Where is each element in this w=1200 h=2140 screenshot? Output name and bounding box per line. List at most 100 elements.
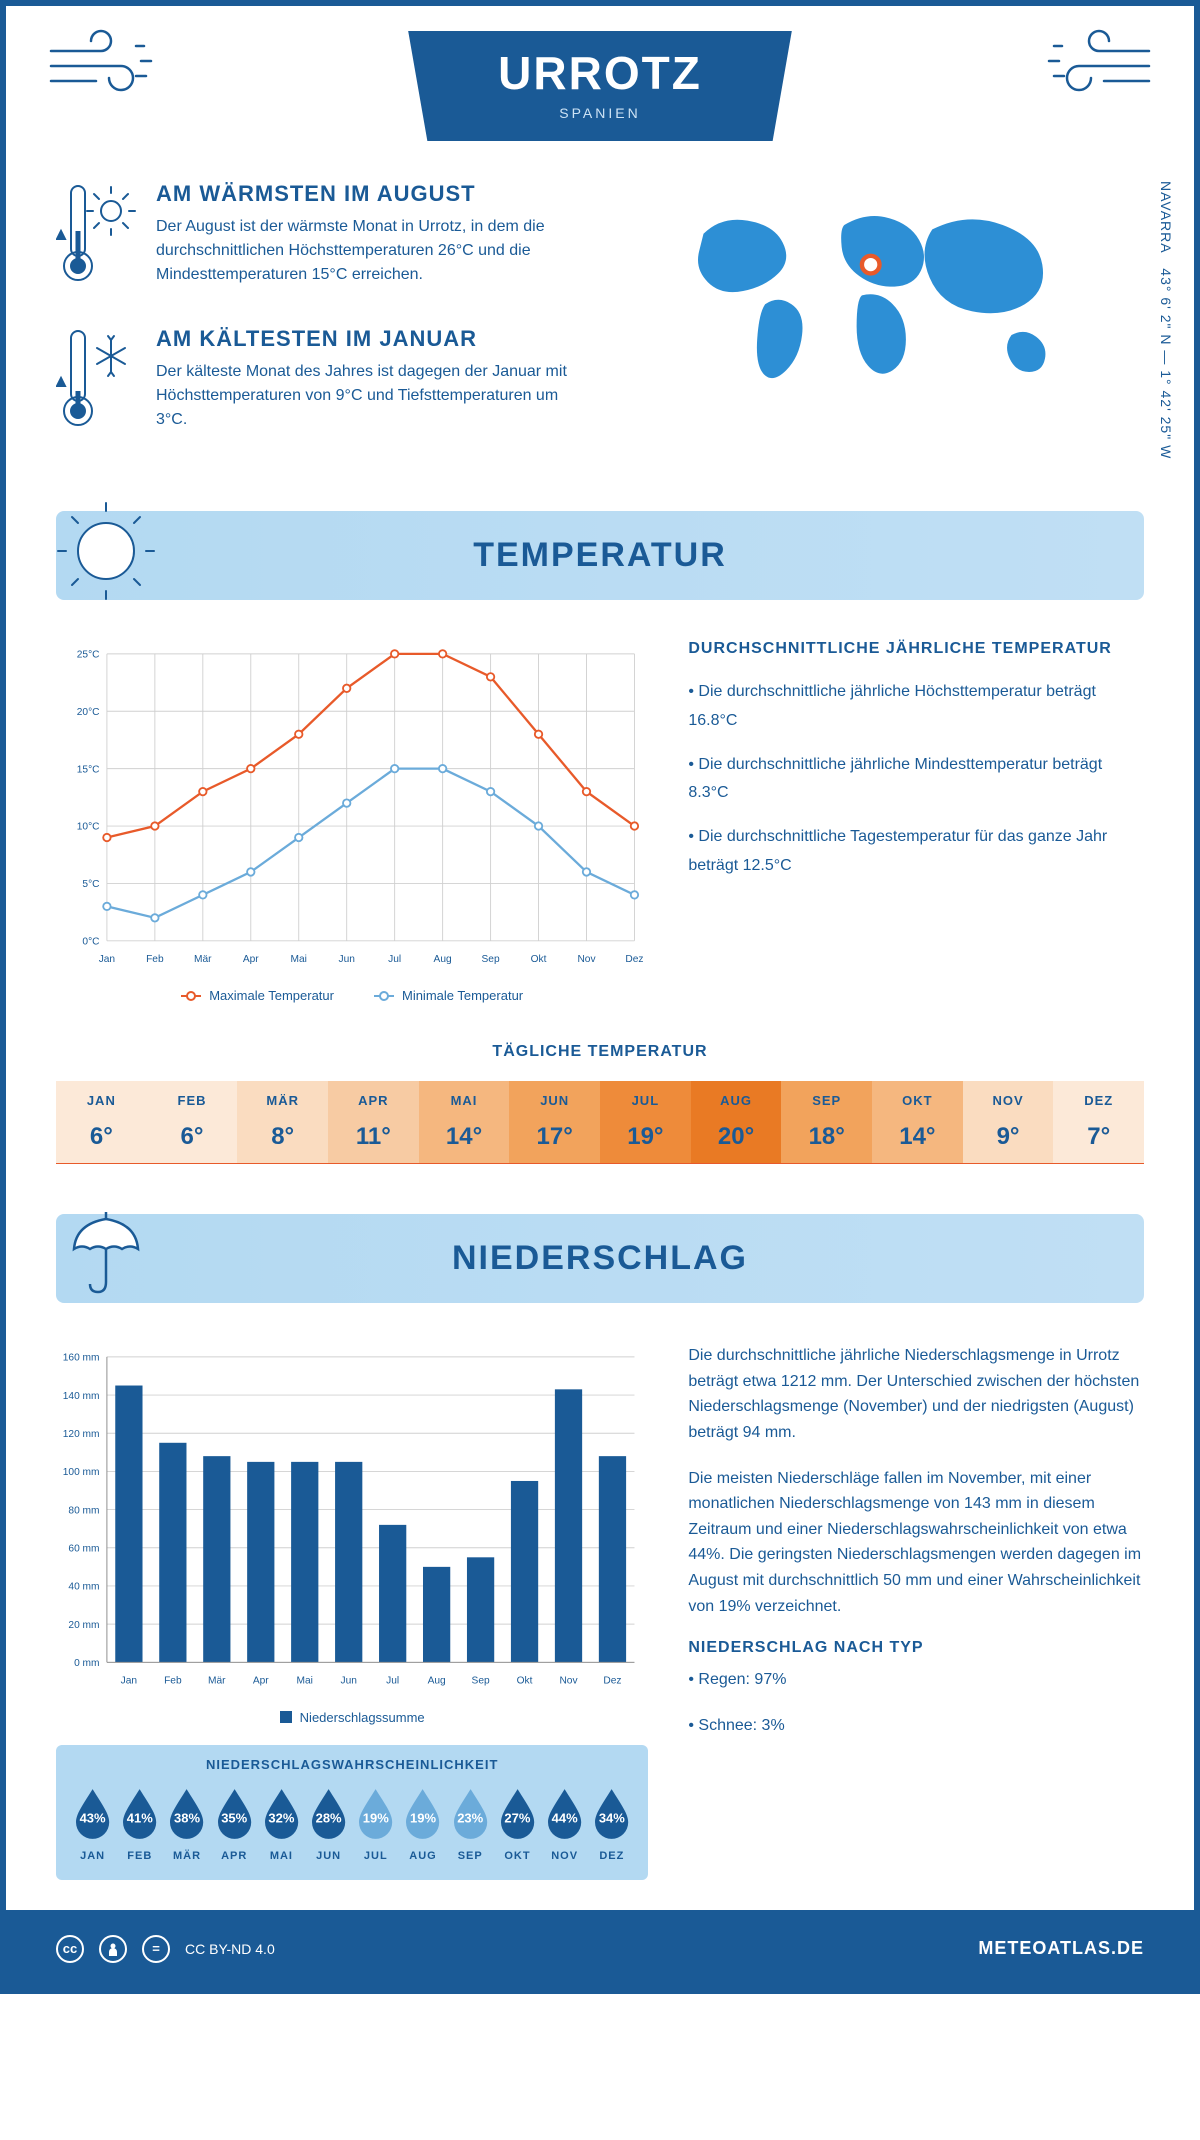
svg-text:Mai: Mai — [297, 1676, 313, 1687]
svg-text:80 mm: 80 mm — [68, 1505, 99, 1516]
svg-text:20 mm: 20 mm — [68, 1620, 99, 1631]
precip-type: • Schnee: 3% — [688, 1713, 1144, 1739]
daily-temp-cell: SEP18° — [781, 1081, 872, 1163]
probability-drop: 19%JUL — [354, 1787, 397, 1862]
svg-text:140 mm: 140 mm — [63, 1391, 100, 1402]
svg-text:Jul: Jul — [386, 1676, 399, 1687]
probability-drop: 35%APR — [213, 1787, 256, 1862]
legend-precip: Niederschlagssumme — [280, 1710, 425, 1725]
svg-text:20°C: 20°C — [77, 707, 100, 718]
warmest-text: Der August ist der wärmste Monat in Urro… — [156, 215, 585, 287]
svg-text:40 mm: 40 mm — [68, 1582, 99, 1593]
svg-text:Nov: Nov — [559, 1676, 578, 1687]
warmest-fact: AM WÄRMSTEN IM AUGUST Der August ist der… — [56, 181, 585, 296]
svg-text:5°C: 5°C — [82, 879, 99, 890]
probability-drop: 41%FEB — [118, 1787, 161, 1862]
by-icon — [99, 1935, 127, 1963]
daily-temp-cell: JUN17° — [509, 1081, 600, 1163]
svg-text:Dez: Dez — [603, 1676, 621, 1687]
svg-text:Okt: Okt — [531, 954, 547, 965]
temperature-section-header: TEMPERATUR — [56, 511, 1144, 600]
svg-text:Dez: Dez — [625, 954, 643, 965]
daily-temp-cell: MÄR8° — [237, 1081, 328, 1163]
world-map — [615, 181, 1144, 401]
daily-temp-table: JAN6°FEB6°MÄR8°APR11°MAI14°JUN17°JUL19°A… — [56, 1081, 1144, 1164]
daily-temp-cell: APR11° — [328, 1081, 419, 1163]
daily-temp-cell: DEZ7° — [1053, 1081, 1144, 1163]
precip-by-type-title: NIEDERSCHLAG NACH TYP — [688, 1639, 1144, 1657]
wind-icon — [1034, 26, 1154, 111]
header: URROTZ SPANIEN — [6, 6, 1194, 141]
svg-text:Jan: Jan — [121, 1676, 137, 1687]
temp-bullet: • Die durchschnittliche Tagestemperatur … — [688, 823, 1144, 881]
daily-temp-title: TÄGLICHE TEMPERATUR — [56, 1043, 1144, 1061]
daily-temp-cell: FEB6° — [147, 1081, 238, 1163]
svg-text:Apr: Apr — [243, 954, 259, 965]
svg-text:Apr: Apr — [253, 1676, 269, 1687]
svg-text:120 mm: 120 mm — [63, 1429, 100, 1440]
precip-text-2: Die meisten Niederschläge fallen im Nove… — [688, 1466, 1144, 1620]
precipitation-chart: 0 mm20 mm40 mm60 mm80 mm100 mm120 mm140 … — [56, 1343, 648, 1725]
svg-text:Mär: Mär — [208, 1676, 226, 1687]
cc-icon: cc — [56, 1935, 84, 1963]
thermometer-hot-icon — [56, 181, 136, 296]
precipitation-section-header: NIEDERSCHLAG — [56, 1214, 1144, 1303]
daily-temp-cell: JUL19° — [600, 1081, 691, 1163]
country-label: SPANIEN — [498, 105, 702, 121]
umbrella-icon — [56, 1204, 156, 1304]
svg-text:Sep: Sep — [482, 954, 500, 965]
temp-bullet: • Die durchschnittliche jährliche Mindes… — [688, 751, 1144, 809]
probability-drop: 32%MAI — [260, 1787, 303, 1862]
probability-drop: 28%JUN — [307, 1787, 350, 1862]
svg-text:Jul: Jul — [388, 954, 401, 965]
probability-drop: 43%JAN — [71, 1787, 114, 1862]
svg-text:100 mm: 100 mm — [63, 1467, 100, 1478]
svg-text:Nov: Nov — [577, 954, 596, 965]
svg-text:160 mm: 160 mm — [63, 1353, 100, 1364]
coldest-fact: AM KÄLTESTEN IM JANUAR Der kälteste Mona… — [56, 326, 585, 441]
svg-text:0°C: 0°C — [82, 936, 99, 947]
svg-text:Jan: Jan — [99, 954, 115, 965]
daily-temp-cell: AUG20° — [691, 1081, 782, 1163]
svg-text:Aug: Aug — [428, 1676, 446, 1687]
license-text: CC BY-ND 4.0 — [185, 1941, 275, 1957]
precip-type: • Regen: 97% — [688, 1667, 1144, 1693]
warmest-title: AM WÄRMSTEN IM AUGUST — [156, 181, 585, 207]
svg-text:0 mm: 0 mm — [74, 1658, 99, 1669]
temp-bullet: • Die durchschnittliche jährliche Höchst… — [688, 678, 1144, 736]
coldest-title: AM KÄLTESTEN IM JANUAR — [156, 326, 585, 352]
probability-drop: 38%MÄR — [165, 1787, 208, 1862]
hero-section: AM WÄRMSTEN IM AUGUST Der August ist der… — [6, 141, 1194, 501]
svg-text:25°C: 25°C — [77, 650, 100, 661]
svg-text:Jun: Jun — [340, 1676, 356, 1687]
daily-temp-cell: JAN6° — [56, 1081, 147, 1163]
precip-text-1: Die durchschnittliche jährliche Niedersc… — [688, 1343, 1144, 1445]
probability-drop: 23%SEP — [449, 1787, 492, 1862]
site-name: METEOATLAS.DE — [978, 1938, 1144, 1959]
temperature-title: TEMPERATUR — [81, 536, 1119, 575]
probability-drop: 27%OKT — [496, 1787, 539, 1862]
legend-min: .legend-item:nth-child(2) .legend-swatch… — [374, 988, 523, 1003]
thermometer-cold-icon — [56, 326, 136, 441]
svg-text:Jun: Jun — [338, 954, 354, 965]
temperature-info: DURCHSCHNITTLICHE JÄHRLICHE TEMPERATUR •… — [688, 640, 1144, 1003]
svg-text:10°C: 10°C — [77, 822, 100, 833]
svg-text:Feb: Feb — [146, 954, 164, 965]
probability-drop: 19%AUG — [401, 1787, 444, 1862]
city-title: URROTZ — [498, 46, 702, 100]
temp-info-title: DURCHSCHNITTLICHE JÄHRLICHE TEMPERATUR — [688, 640, 1144, 658]
probability-drop: 34%DEZ — [590, 1787, 633, 1862]
svg-text:Mär: Mär — [194, 954, 212, 965]
daily-temp-cell: MAI14° — [419, 1081, 510, 1163]
daily-temp-cell: OKT14° — [872, 1081, 963, 1163]
wind-icon — [46, 26, 166, 111]
footer: cc = CC BY-ND 4.0 METEOATLAS.DE — [6, 1910, 1194, 1988]
probability-drop: 44%NOV — [543, 1787, 586, 1862]
svg-text:Feb: Feb — [164, 1676, 182, 1687]
coldest-text: Der kälteste Monat des Jahres ist dagege… — [156, 360, 585, 432]
title-banner: URROTZ SPANIEN — [408, 31, 792, 141]
temperature-chart: 0°C5°C10°C15°C20°C25°CJanFebMärAprMaiJun… — [56, 640, 648, 1003]
svg-text:Okt: Okt — [517, 1676, 533, 1687]
daily-temp-cell: NOV9° — [963, 1081, 1054, 1163]
svg-text:Mai: Mai — [291, 954, 307, 965]
